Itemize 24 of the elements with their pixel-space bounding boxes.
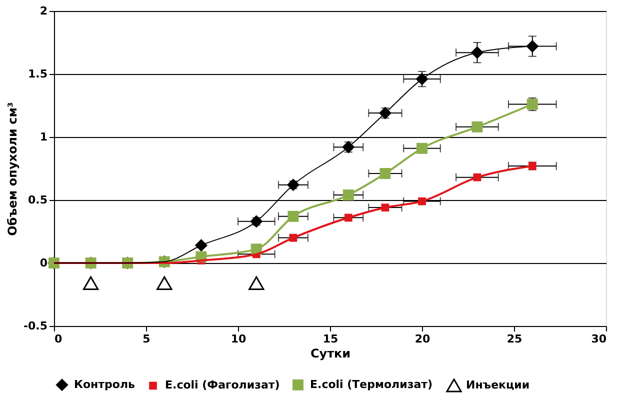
legend-label: E.coli (Термолизат) <box>310 378 433 391</box>
x-tick-label: 15 <box>322 332 338 346</box>
y-tick-label: 1.5 <box>28 68 48 80</box>
x-tick-label: 25 <box>506 332 522 346</box>
legend-label: E.coli (Фаголизат) <box>165 378 280 392</box>
y-tick-label: -0.5 <box>23 320 48 332</box>
x-tick-label: 0 <box>54 332 62 346</box>
point <box>156 276 172 290</box>
point <box>526 40 538 52</box>
point <box>248 276 264 290</box>
point <box>82 276 99 290</box>
legend-label: Инъекции <box>466 378 530 392</box>
x-tick-label: 10 <box>230 332 246 346</box>
x-axis-title: Сутки <box>310 346 351 360</box>
y-tick-label: 0 <box>40 256 48 270</box>
legend-label: Контроль <box>74 378 136 391</box>
point <box>471 46 484 59</box>
y-tick-label: 0.5 <box>28 194 48 206</box>
x-tick-label: 5 <box>142 332 150 346</box>
x-tick-label: 30 <box>591 332 607 346</box>
y-tick-label: 2 <box>40 4 48 18</box>
y-axis-title: Объем опухоли см³ <box>5 102 20 236</box>
y-tick-label: 1 <box>40 130 48 144</box>
x-tick-label: 20 <box>414 332 430 346</box>
